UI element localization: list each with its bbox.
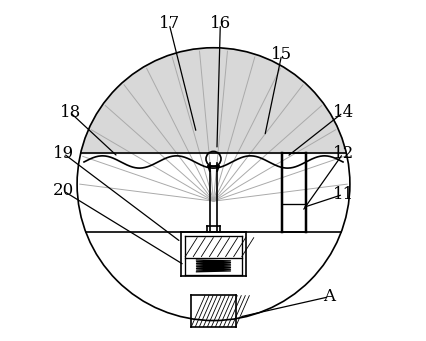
Text: 17: 17 [158, 15, 179, 32]
Text: 19: 19 [53, 145, 74, 162]
Text: 16: 16 [209, 15, 230, 32]
Text: 18: 18 [60, 104, 81, 121]
Text: 12: 12 [332, 145, 353, 162]
Text: A: A [322, 288, 335, 305]
Text: 14: 14 [332, 104, 353, 121]
Text: 20: 20 [53, 182, 74, 199]
Text: 15: 15 [271, 46, 291, 63]
Polygon shape [81, 48, 345, 153]
Text: 11: 11 [332, 186, 353, 203]
